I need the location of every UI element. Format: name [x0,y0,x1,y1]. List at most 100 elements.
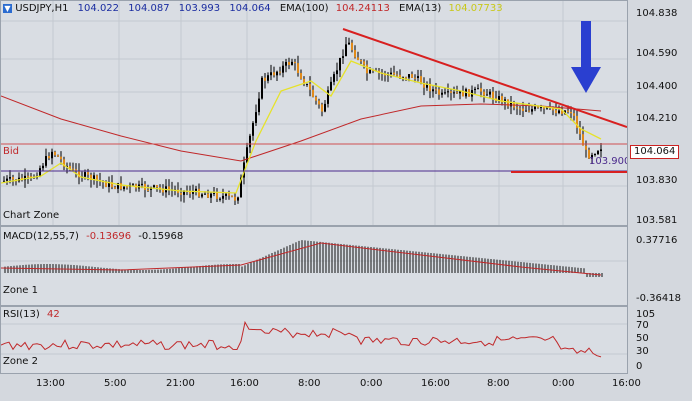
candle-body [156,185,158,188]
ema100-line [1,95,602,162]
candle-body [588,149,590,159]
candle-body [399,74,401,78]
candle-body [402,77,404,79]
candle-body [207,193,209,198]
time-axis-label: 0:00 [360,378,383,389]
candle-body [39,168,41,176]
candle-body [531,109,533,112]
candle-body [282,65,284,73]
ema13-label: EMA(13) [399,3,442,14]
macd-value-2: -0.15968 [138,231,184,242]
candle-body [315,96,317,101]
candle-body [366,64,368,74]
bid-label: Bid [3,146,19,157]
candle-body [507,99,509,107]
candle-body [117,183,119,189]
candle-body [153,185,155,188]
candle-body [6,178,8,181]
candle-body [300,73,302,79]
macd-label: MACD(12,55,7) [3,231,79,242]
rsi-pane[interactable]: RSI(13) 42 Zone 2 [0,306,628,374]
candle-body [453,92,455,94]
candle-body [12,177,14,180]
ema100-label: EMA(100) [279,3,329,14]
candle-body [45,156,47,166]
candle-body [255,112,257,123]
candle-body [312,89,314,97]
candle-body [438,89,440,95]
candle-body [363,61,365,65]
candle-body [462,90,464,97]
candle-body [114,187,116,189]
candle-body [123,186,125,190]
candle-body [303,78,305,85]
candle-body [159,187,161,189]
candle-body [576,115,578,129]
macd-axis[interactable]: 0.37716 -0.36418 [628,226,692,306]
candle-body [504,99,506,103]
candle-body [480,88,482,92]
candle-body [96,175,98,180]
candle-body [423,83,425,88]
symbol-icon: ▼ [3,3,12,13]
rsi-axis[interactable]: 105 70 50 30 0 [628,306,692,374]
candle-body [546,107,548,109]
candle-body [501,96,503,103]
candle-body [69,165,71,169]
candle-body [390,72,392,75]
candle-body [240,177,242,198]
candle-body [132,184,134,186]
candle-body [477,88,479,90]
time-axis-label: 16:00 [230,378,259,389]
candle-body [486,94,488,96]
candle-body [54,151,56,156]
price-axis-label: 104.210 [636,113,678,124]
chart-zone-label: Chart Zone [3,210,60,221]
candle-body [198,188,200,197]
candle-body [288,61,290,65]
down-arrow-icon [571,67,601,93]
price-axis[interactable]: 104.838 104.590 104.400 104.210 103.830 … [628,0,692,226]
candle-body [291,61,293,65]
candle-body [417,76,419,78]
macd-axis-label: -0.36418 [636,293,681,304]
rsi-line [1,320,602,358]
time-axis-label: 5:00 [104,378,127,389]
candle-body [243,162,245,178]
candle-body [297,63,299,74]
candle-body [3,180,5,182]
candle-body [483,91,485,96]
down-arrow-icon [581,21,591,69]
ema13-line [1,60,602,194]
rsi-label: RSI(13) [3,309,40,320]
rsi-axis-label: 0 [636,361,643,372]
price-axis-label: 104.590 [636,48,678,59]
candle-body [456,92,458,94]
candle-body [48,156,50,159]
candle-body [216,192,218,199]
symbol-label: USDJPY,H1 [15,3,69,14]
candle-body [120,183,122,190]
candle-body [444,92,446,94]
rsi-axis-label: 30 [636,346,649,357]
candle-body [492,91,494,99]
rsi-axis-label: 70 [636,320,649,331]
price-axis-label: 104.400 [636,81,678,92]
candle-body [180,192,182,195]
rsi-canvas [1,320,627,358]
macd-pane[interactable]: MACD(12,55,7) -0.13696 -0.15968 Zone 1 [0,226,628,306]
price-chart-pane[interactable]: ▼ USDJPY,H1 104.022 104.087 103.993 104.… [0,0,628,226]
candle-body [345,44,347,57]
candle-body [294,61,296,64]
candle-body [510,102,512,107]
candle-body [435,89,437,91]
candle-body [279,71,281,73]
candle-body [528,110,530,112]
candle-body [597,151,599,155]
time-axis[interactable]: 13:00 5:00 21:00 16:00 8:00 0:00 16:00 8… [0,374,692,401]
candle-body [447,91,449,93]
candle-body [414,77,416,79]
candle-body [432,89,434,92]
candle-body [540,107,542,109]
candle-body [369,69,371,74]
